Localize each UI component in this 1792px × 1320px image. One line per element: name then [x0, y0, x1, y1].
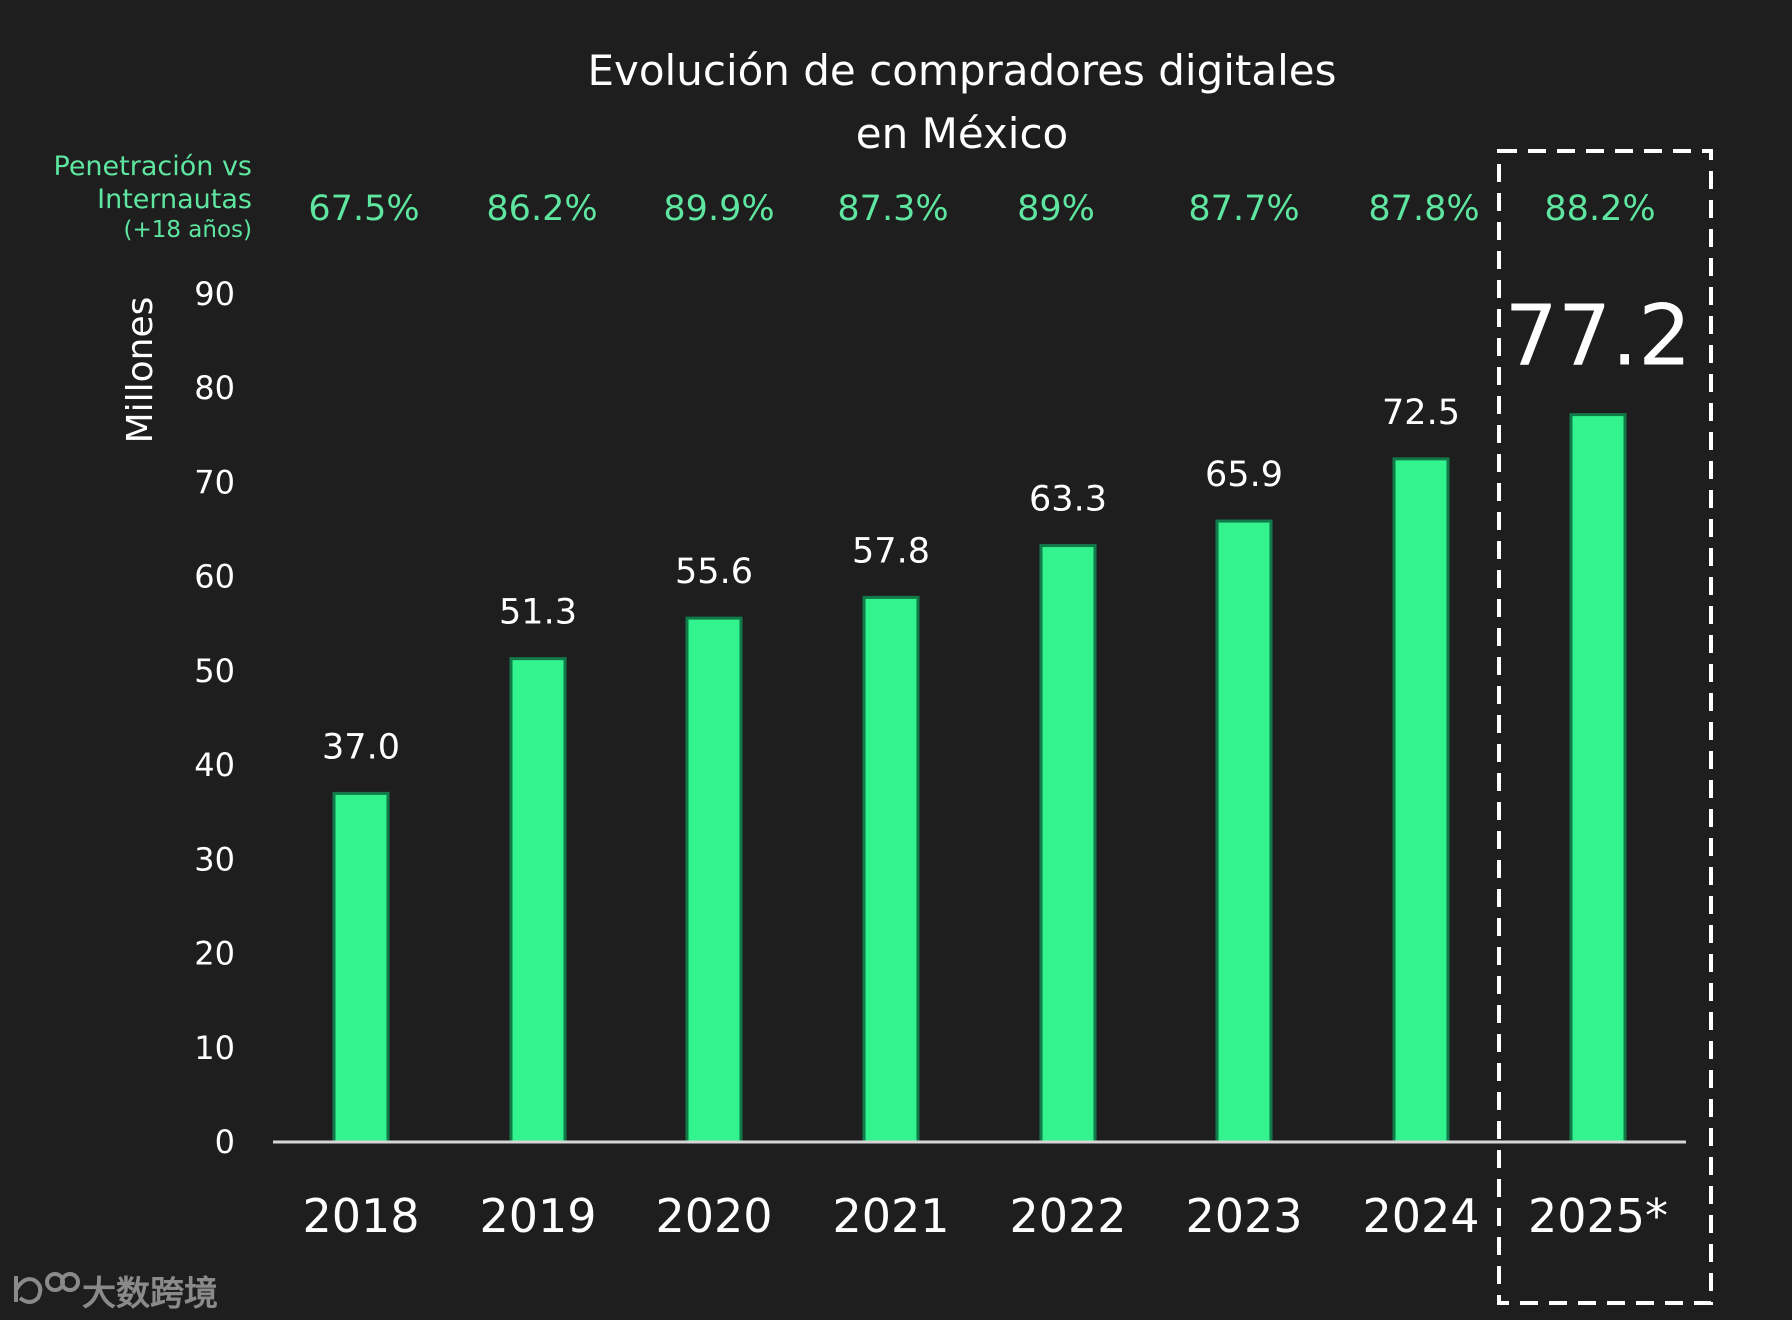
x-tick-label: 2024	[1362, 1189, 1479, 1243]
penetration-value: 87.8%	[1368, 189, 1479, 229]
bar-2022	[1039, 544, 1097, 1144]
y-tick-label: 90	[194, 275, 235, 313]
watermark-text: 大数跨境	[82, 1274, 218, 1314]
bar-value-label: 63.3	[1029, 480, 1107, 520]
bar-2025-forecast	[1569, 413, 1627, 1144]
bar-2021	[862, 595, 920, 1144]
x-tick-label: 2019	[479, 1189, 596, 1243]
penetration-value: 87.3%	[837, 189, 948, 229]
penetration-value: 89.9%	[663, 189, 774, 229]
x-tick-label: 2022	[1009, 1189, 1126, 1243]
y-tick-label: 20	[194, 935, 235, 973]
bar-2018	[332, 791, 390, 1144]
x-tick-label: 2025*	[1528, 1189, 1668, 1243]
bar-value-label: 37.0	[322, 727, 400, 767]
bar-2019	[509, 657, 567, 1144]
bar-2024	[1392, 457, 1450, 1144]
penetration-label-line-2: Internautas	[97, 184, 252, 215]
chart-title-line-2: en México	[856, 109, 1068, 158]
bars	[332, 413, 1627, 1144]
y-axis-label: Millones	[120, 297, 161, 444]
y-tick-label: 40	[194, 746, 235, 784]
x-tick-label: 2021	[832, 1189, 949, 1243]
logo-icon	[14, 1272, 80, 1304]
bar-2023	[1215, 519, 1273, 1144]
y-tick-label: 50	[194, 652, 235, 690]
penetration-label-line-3: (+18 años)	[123, 217, 252, 243]
x-axis-ticks: 2018 2019 2020 2021 2022 2023 2024 2025*	[302, 1189, 1668, 1243]
penetration-value: 87.7%	[1188, 189, 1299, 229]
y-tick-label: 80	[194, 369, 235, 407]
y-tick-label: 0	[215, 1123, 235, 1161]
penetration-value: 88.2%	[1544, 189, 1655, 229]
y-tick-label: 60	[194, 558, 235, 596]
bar-value-label: 51.3	[499, 593, 577, 633]
bar-2020	[685, 616, 743, 1144]
bar-value-label: 57.8	[852, 531, 930, 571]
x-tick-label: 2018	[302, 1189, 419, 1243]
penetration-value: 67.5%	[308, 189, 419, 229]
bar-value-label: 65.9	[1205, 455, 1283, 495]
chart-title-line-1: Evolución de compradores digitales	[587, 46, 1336, 95]
watermark: 大数跨境	[14, 1272, 218, 1314]
x-tick-label: 2020	[655, 1189, 772, 1243]
y-tick-label: 30	[194, 840, 235, 878]
x-tick-label: 2023	[1185, 1189, 1302, 1243]
bar-value-label: 77.2	[1504, 287, 1691, 385]
y-axis-ticks: 0 10 20 30 40 50 60 70 80 90	[194, 275, 235, 1161]
penetration-label-line-1: Penetración vs	[54, 151, 253, 182]
bar-value-labels: 37.0 51.3 55.6 57.8 63.3 65.9 72.5 77.2	[322, 287, 1691, 768]
penetration-value: 89%	[1017, 189, 1095, 229]
bar-value-label: 55.6	[675, 552, 753, 592]
bar-value-label: 72.5	[1382, 393, 1460, 433]
penetration-values: 67.5% 86.2% 89.9% 87.3% 89% 87.7% 87.8% 88.2%	[308, 189, 1655, 229]
y-tick-label: 70	[194, 463, 235, 501]
forecast-highlight-box	[1497, 149, 1713, 1305]
penetration-value: 86.2%	[486, 189, 597, 229]
y-tick-label: 10	[194, 1029, 235, 1067]
